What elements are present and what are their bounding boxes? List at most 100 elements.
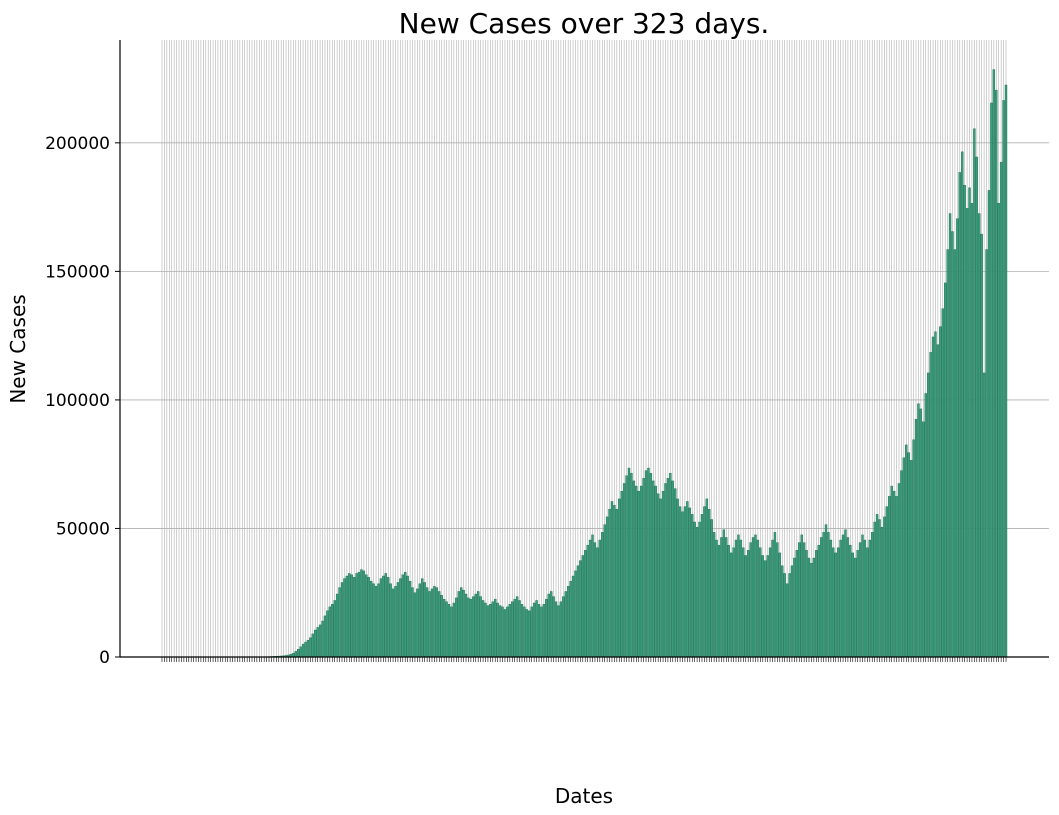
bar [408, 580, 412, 658]
bar [309, 637, 312, 658]
bar [581, 555, 584, 658]
bar [530, 606, 533, 658]
bar [557, 605, 560, 658]
bar [518, 600, 521, 658]
bar [479, 596, 482, 658]
bar [873, 521, 876, 658]
bar [761, 555, 764, 658]
bar [722, 529, 726, 658]
bar [987, 190, 991, 658]
bars [260, 69, 1008, 658]
bar [875, 514, 879, 658]
bar [571, 575, 575, 658]
bar [856, 550, 859, 658]
bar [861, 534, 864, 658]
bar [1002, 100, 1005, 658]
bar [931, 336, 935, 658]
bar [965, 208, 969, 658]
bar [676, 498, 679, 658]
bar [610, 501, 614, 658]
bar [683, 506, 687, 658]
bar [377, 583, 380, 658]
bar [404, 571, 407, 658]
bar [727, 544, 730, 658]
bar [394, 586, 397, 658]
bar [605, 516, 609, 658]
bar [812, 557, 816, 658]
bar [355, 573, 358, 658]
bar [584, 550, 587, 658]
bar [778, 552, 781, 658]
bar [943, 282, 947, 658]
bar [868, 539, 871, 658]
bar [712, 532, 716, 658]
bar [496, 602, 499, 658]
bar [968, 187, 971, 658]
bar [827, 532, 830, 658]
bar [462, 589, 465, 658]
bar [343, 578, 346, 658]
bar [963, 185, 966, 658]
bar [374, 586, 378, 658]
bar [644, 470, 648, 658]
bar [382, 575, 385, 658]
bar [535, 600, 538, 658]
bar [316, 627, 319, 658]
bar [348, 573, 351, 658]
bar [440, 595, 443, 658]
bar [756, 539, 760, 658]
y-tick-label: 150000 [45, 262, 110, 282]
bar [593, 542, 597, 658]
bar [997, 203, 1000, 658]
bar [413, 592, 417, 658]
bar [362, 570, 366, 658]
bar [511, 601, 514, 658]
bar [294, 651, 297, 658]
bar [486, 605, 490, 658]
x-axis-label: Dates [555, 784, 613, 808]
bar [917, 403, 920, 658]
bar [430, 588, 434, 658]
bar [851, 552, 854, 658]
bar [304, 641, 307, 658]
bar [562, 596, 565, 658]
bar [888, 496, 891, 658]
bar [914, 418, 918, 658]
bar [958, 172, 961, 658]
bar [795, 550, 799, 658]
bar [929, 352, 932, 658]
bar [447, 604, 451, 658]
bar [464, 593, 468, 658]
bar [357, 571, 361, 658]
bar [951, 231, 954, 658]
bar [798, 542, 801, 658]
bar [515, 596, 519, 658]
bar [729, 552, 733, 658]
bar [992, 69, 996, 658]
bar [693, 521, 696, 658]
bar [387, 577, 390, 658]
bar [902, 457, 906, 658]
bar [331, 604, 334, 658]
bar [421, 578, 424, 658]
bar [793, 557, 796, 658]
bar [596, 547, 599, 658]
bar [360, 569, 363, 658]
bar [642, 478, 645, 658]
x-axis-ticks [161, 657, 1007, 662]
bar [379, 578, 383, 658]
bar [350, 574, 353, 658]
bar [688, 507, 692, 658]
bar [858, 542, 862, 658]
bar [372, 583, 375, 658]
bar [542, 604, 546, 658]
bar [978, 213, 981, 658]
bar [995, 89, 998, 658]
bar [790, 565, 794, 658]
bar [554, 601, 558, 658]
bar [999, 161, 1003, 658]
bar [622, 483, 626, 658]
bar [586, 544, 589, 658]
bar [450, 606, 453, 658]
bar [333, 600, 336, 658]
